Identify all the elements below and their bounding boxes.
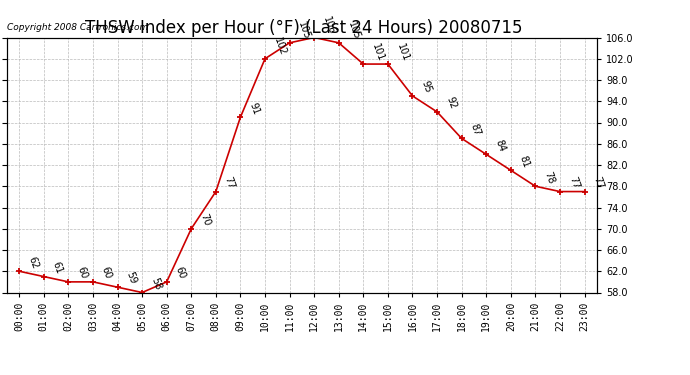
Text: 92: 92 — [444, 95, 457, 111]
Text: 84: 84 — [493, 138, 506, 153]
Text: 105: 105 — [297, 21, 313, 41]
Text: 77: 77 — [591, 175, 605, 190]
Text: 59: 59 — [124, 271, 138, 286]
Text: 60: 60 — [100, 266, 113, 280]
Text: 61: 61 — [51, 260, 64, 275]
Text: Copyright 2008 Cartronics.com: Copyright 2008 Cartronics.com — [7, 23, 148, 32]
Text: 62: 62 — [26, 255, 40, 270]
Text: 101: 101 — [371, 42, 386, 63]
Text: 78: 78 — [542, 170, 556, 185]
Text: 101: 101 — [395, 42, 411, 63]
Text: THSW Index per Hour (°F) (Last 24 Hours) 20080715: THSW Index per Hour (°F) (Last 24 Hours)… — [85, 19, 522, 37]
Text: 81: 81 — [518, 154, 531, 169]
Text: 105: 105 — [346, 21, 362, 41]
Text: 95: 95 — [420, 80, 433, 94]
Text: 60: 60 — [174, 266, 187, 280]
Text: 77: 77 — [223, 175, 237, 190]
Text: 58: 58 — [149, 276, 163, 291]
Text: 102: 102 — [272, 36, 288, 57]
Text: 87: 87 — [469, 122, 482, 137]
Text: 77: 77 — [567, 175, 580, 190]
Text: 106: 106 — [321, 15, 337, 36]
Text: 70: 70 — [198, 212, 212, 227]
Text: 91: 91 — [248, 101, 261, 116]
Text: 60: 60 — [75, 266, 89, 280]
